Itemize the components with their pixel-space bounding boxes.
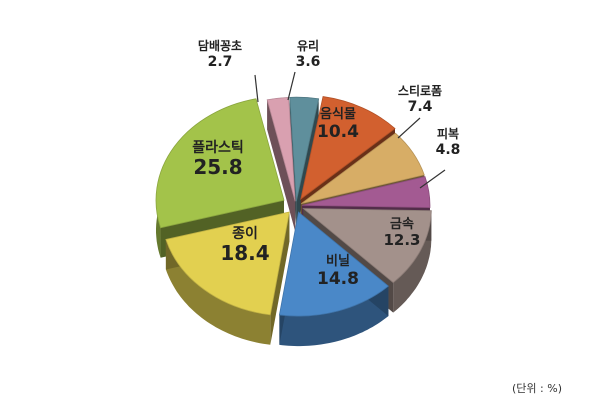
pie-slice-6 — [155, 98, 285, 229]
leader-line-7 — [254, 74, 259, 103]
slice-label-4: 비닐 — [326, 254, 350, 269]
slice-label-8: 유리 — [297, 38, 319, 53]
pie-slice-1 — [300, 132, 425, 205]
slice-value-0: 10.4 — [317, 122, 359, 142]
slice-value-7: 2.7 — [208, 54, 233, 70]
unit-note: (단위 : %) — [512, 382, 562, 395]
slice-value-3: 12.3 — [383, 231, 420, 249]
slice-label-2: 피복 — [437, 126, 459, 141]
slice-value-5: 18.4 — [220, 241, 269, 265]
slice-label-3: 금속 — [390, 217, 414, 232]
leader-lines — [254, 71, 446, 189]
slice-edge-5-0 — [270, 211, 290, 345]
slice-label-7: 담배꽁초 — [198, 38, 242, 53]
slice-value-2: 4.8 — [436, 142, 461, 158]
slice-label-6: 플라스틱 — [192, 139, 244, 156]
slice-side-4 — [279, 286, 389, 347]
pie-slice-3 — [302, 208, 432, 284]
slice-side-5 — [165, 239, 271, 345]
slice-side-3 — [393, 210, 432, 313]
pie-slice-4 — [278, 211, 390, 317]
slice-value-4: 14.8 — [317, 269, 359, 289]
leader-line-2 — [419, 169, 446, 189]
slice-label-5: 종이 — [232, 225, 258, 242]
slice-label-0: 음식물 — [320, 106, 356, 122]
slice-value-1: 7.4 — [408, 99, 433, 115]
pie-top-layer — [155, 96, 432, 317]
pie-slice-8 — [289, 96, 320, 202]
pie-slice-0 — [300, 96, 396, 200]
pie-slice-2 — [301, 176, 431, 208]
slice-value-6: 25.8 — [193, 155, 242, 179]
slice-edge-7-0 — [267, 99, 296, 232]
pie-slice-5 — [165, 211, 290, 316]
slice-label-1: 스티로폼 — [398, 83, 442, 98]
leader-line-8 — [287, 71, 296, 101]
leader-line-1 — [397, 117, 421, 139]
slice-value-8: 3.6 — [296, 54, 321, 70]
